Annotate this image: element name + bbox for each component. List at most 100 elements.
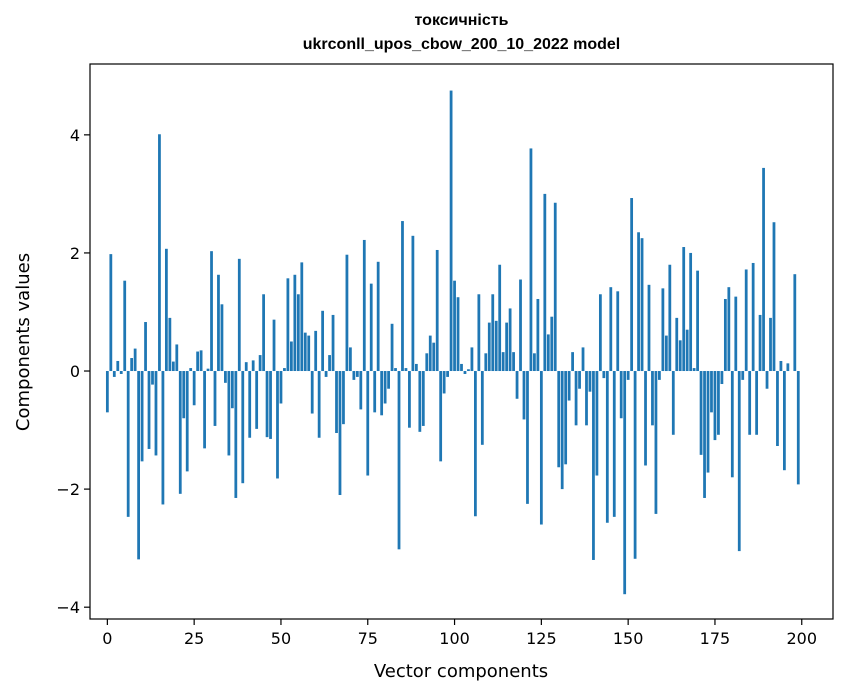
bar-192: [772, 222, 776, 372]
bar-8: [133, 348, 137, 372]
x-tick-label: 175: [700, 629, 731, 648]
x-axis-ticks: 0 25 50 75 100 125 150 175 200: [102, 619, 817, 648]
bar-24: [189, 368, 193, 372]
bar-1: [109, 254, 113, 372]
bar-70: [349, 347, 352, 372]
bar-3: [116, 360, 120, 372]
bar-5: [123, 280, 127, 372]
bar-130: [557, 371, 561, 468]
bar-33: [220, 304, 224, 372]
bar-26: [196, 351, 200, 372]
bar-104: [467, 369, 470, 372]
bar-6: [126, 371, 130, 517]
bar-72: [355, 371, 359, 377]
bar-164: [675, 317, 679, 372]
bar-145: [609, 287, 613, 372]
bar-40: [244, 362, 248, 372]
bar-173: [706, 371, 710, 473]
bar-159: [658, 371, 661, 380]
bar-169: [692, 368, 696, 372]
bar-44: [258, 355, 262, 372]
bar-65: [331, 314, 335, 372]
bar-163: [671, 371, 675, 435]
bar-27: [199, 350, 203, 372]
bar-0: [105, 371, 109, 413]
bar-46: [265, 371, 269, 438]
bar-112: [494, 320, 498, 372]
bar-92: [425, 353, 429, 372]
bar-165: [678, 340, 682, 372]
bar-32: [217, 274, 220, 372]
bar-118: [515, 371, 519, 399]
bar-84: [397, 371, 401, 550]
bar-22: [182, 371, 186, 419]
bar-144: [605, 371, 609, 523]
bar-132: [564, 371, 568, 465]
y-axis-label: Components values: [13, 253, 34, 431]
bar-45: [262, 294, 265, 372]
bar-155: [644, 371, 647, 466]
bar-128: [550, 316, 554, 372]
bar-129: [553, 202, 557, 372]
bar-15: [158, 134, 161, 372]
bar-153: [637, 232, 640, 372]
bar-182: [737, 371, 741, 552]
chart-subtitle: ukrconll_upos_cbow_200_10_2022 model: [302, 36, 621, 53]
bar-47: [269, 371, 272, 439]
x-tick-label: 100: [439, 629, 470, 648]
bar-20: [175, 344, 179, 372]
bar-75: [366, 371, 370, 476]
bar-17: [164, 248, 168, 372]
bar-124: [536, 298, 540, 372]
bar-186: [751, 262, 755, 372]
bar-89: [414, 363, 418, 372]
bar-142: [598, 294, 602, 372]
bar-120: [522, 371, 526, 420]
bar-101: [456, 297, 460, 372]
bar-80: [383, 371, 387, 404]
bar-59: [310, 371, 314, 414]
bar-68: [342, 371, 345, 425]
bar-86: [404, 368, 408, 372]
x-tick-label: 25: [184, 629, 204, 648]
bar-148: [619, 371, 623, 419]
bar-178: [723, 298, 727, 372]
bar-10: [140, 371, 144, 462]
bar-171: [699, 371, 703, 455]
bar-115: [505, 322, 509, 372]
bar-52: [286, 278, 290, 372]
bar-16: [161, 371, 165, 505]
bar-199: [796, 371, 800, 485]
bar-83: [394, 368, 397, 372]
bar-189: [762, 167, 765, 372]
bar-175: [713, 371, 717, 441]
bar-37: [234, 371, 238, 498]
bar-73: [359, 371, 363, 410]
bar-21: [178, 371, 182, 494]
bar-76: [369, 283, 373, 372]
bar-30: [210, 251, 213, 372]
bar-35: [227, 371, 231, 456]
bar-158: [654, 371, 658, 514]
bar-31: [213, 371, 217, 426]
bar-29: [206, 368, 210, 372]
x-axis-label: Vector components: [374, 661, 548, 682]
bar-121: [526, 371, 529, 504]
bar-135: [574, 371, 578, 426]
bar-110: [487, 322, 491, 372]
bar-194: [779, 360, 783, 372]
bar-19: [171, 361, 175, 372]
x-tick-label: 50: [271, 629, 291, 648]
bar-195: [783, 371, 786, 471]
bar-94: [432, 342, 436, 372]
bar-170: [696, 270, 699, 372]
bar-2: [112, 371, 116, 377]
bar-133: [567, 371, 571, 401]
bar-82: [390, 323, 394, 372]
y-tick-label: −2: [56, 480, 80, 499]
bar-74: [362, 239, 366, 372]
bar-154: [640, 238, 644, 372]
bar-131: [560, 371, 564, 490]
y-tick-label: 0: [70, 362, 80, 381]
